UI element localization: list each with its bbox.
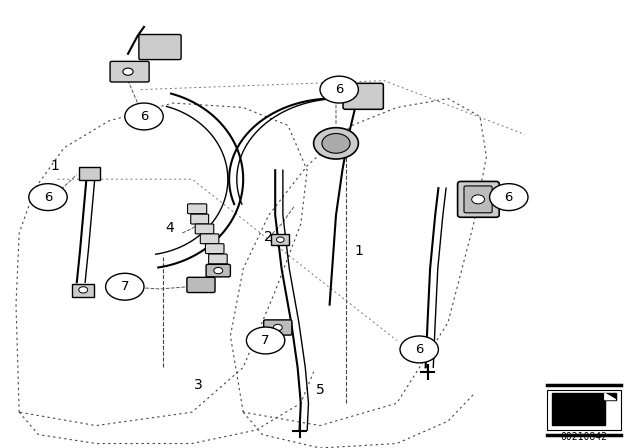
Circle shape xyxy=(125,103,163,130)
Text: 6: 6 xyxy=(415,343,424,356)
Circle shape xyxy=(79,287,88,293)
FancyBboxPatch shape xyxy=(187,277,215,293)
FancyBboxPatch shape xyxy=(79,167,100,180)
FancyBboxPatch shape xyxy=(206,264,230,277)
FancyBboxPatch shape xyxy=(343,83,383,109)
Text: 1: 1 xyxy=(354,244,363,258)
FancyBboxPatch shape xyxy=(139,34,181,60)
FancyBboxPatch shape xyxy=(271,234,289,245)
Circle shape xyxy=(29,184,67,211)
FancyBboxPatch shape xyxy=(200,234,219,244)
FancyBboxPatch shape xyxy=(264,320,292,335)
FancyBboxPatch shape xyxy=(458,181,499,217)
Circle shape xyxy=(322,134,350,153)
Circle shape xyxy=(106,273,144,300)
Circle shape xyxy=(320,76,358,103)
Circle shape xyxy=(314,128,358,159)
Circle shape xyxy=(276,237,284,242)
Polygon shape xyxy=(605,393,616,400)
Circle shape xyxy=(246,327,285,354)
Text: 2: 2 xyxy=(264,230,273,245)
Text: 6: 6 xyxy=(140,110,148,123)
Bar xyxy=(547,390,621,430)
Text: 1: 1 xyxy=(50,159,59,173)
FancyBboxPatch shape xyxy=(464,186,492,213)
FancyBboxPatch shape xyxy=(188,204,207,214)
Circle shape xyxy=(472,195,484,204)
Text: 7: 7 xyxy=(120,280,129,293)
FancyBboxPatch shape xyxy=(205,244,224,254)
Circle shape xyxy=(214,267,223,274)
Text: 6: 6 xyxy=(504,190,513,204)
Text: 5: 5 xyxy=(316,383,324,397)
Circle shape xyxy=(400,336,438,363)
Polygon shape xyxy=(552,393,616,425)
Circle shape xyxy=(123,68,133,75)
FancyBboxPatch shape xyxy=(191,214,209,224)
FancyBboxPatch shape xyxy=(110,61,149,82)
Circle shape xyxy=(490,184,528,211)
Circle shape xyxy=(273,324,282,331)
FancyBboxPatch shape xyxy=(72,284,94,297)
Text: 4: 4 xyxy=(165,221,174,236)
FancyBboxPatch shape xyxy=(195,224,214,234)
Text: 6: 6 xyxy=(44,190,52,204)
FancyBboxPatch shape xyxy=(209,254,227,264)
Text: 6: 6 xyxy=(335,83,344,96)
Text: 3: 3 xyxy=(194,378,203,392)
Text: 7: 7 xyxy=(261,334,270,347)
Text: 00210842: 00210842 xyxy=(560,432,607,442)
